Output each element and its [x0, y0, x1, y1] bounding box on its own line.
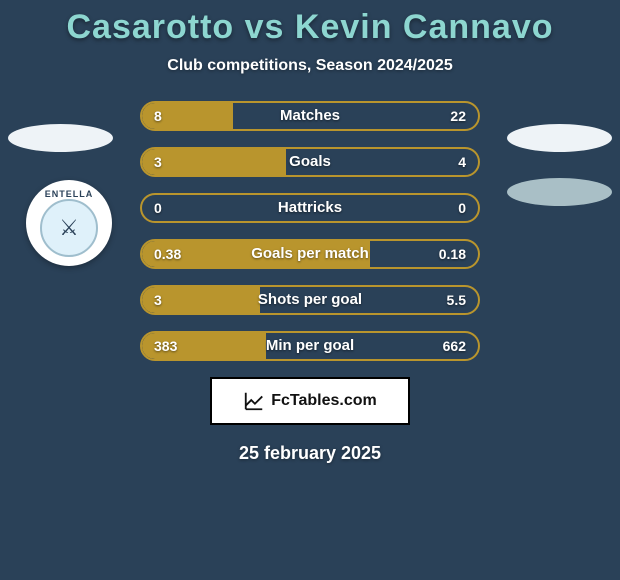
club-badge-top-text: ENTELLA: [45, 189, 94, 199]
stat-value-right: 4: [458, 149, 466, 175]
page-title: Casarotto vs Kevin Cannavo: [0, 0, 620, 47]
stat-value-right: 0: [458, 195, 466, 221]
stat-value-right: 662: [443, 333, 466, 359]
subtitle: Club competitions, Season 2024/2025: [0, 57, 620, 75]
stat-row: 3Shots per goal5.5: [140, 285, 480, 315]
stat-label: Matches: [142, 103, 478, 129]
player-right-placeholder-pill: [507, 124, 612, 152]
stat-row: 0.38Goals per match0.18: [140, 239, 480, 269]
stat-label: Goals per match: [142, 241, 478, 267]
stat-row: 3Goals4: [140, 147, 480, 177]
stat-label: Shots per goal: [142, 287, 478, 313]
stat-label: Min per goal: [142, 333, 478, 359]
stat-label: Goals: [142, 149, 478, 175]
stat-row: 0Hattricks0: [140, 193, 480, 223]
stat-value-right: 22: [450, 103, 466, 129]
stat-value-right: 0.18: [439, 241, 466, 267]
stat-row: 383Min per goal662: [140, 331, 480, 361]
branding-box: FcTables.com: [210, 377, 410, 425]
player-right-placeholder-pill2: [507, 178, 612, 206]
stat-row: 8Matches22: [140, 101, 480, 131]
club-badge-glyph: ⚔: [40, 199, 98, 257]
chart-icon: [243, 390, 265, 412]
player-left-placeholder-pill: [8, 124, 113, 152]
branding-text: FcTables.com: [271, 392, 377, 410]
club-badge-left: ENTELLA ⚔: [26, 180, 112, 266]
stat-label: Hattricks: [142, 195, 478, 221]
stat-value-right: 5.5: [447, 287, 466, 313]
date-text: 25 february 2025: [0, 443, 620, 464]
